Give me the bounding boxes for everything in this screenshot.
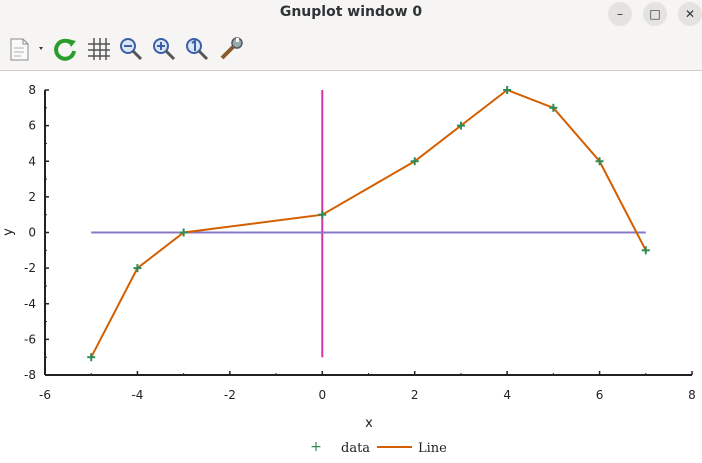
settings-button[interactable]	[218, 36, 244, 62]
copy-to-clipboard-icon	[10, 38, 43, 61]
dropdown-arrow-icon	[39, 47, 43, 50]
x-tick-label: 2	[411, 388, 419, 402]
x-tick-label: 6	[596, 388, 604, 402]
x-tick-label: 8	[688, 388, 696, 402]
data-point	[179, 228, 188, 237]
title-bar: Gnuplot window 0 – □ ✕	[0, 0, 702, 28]
legend-label-line: Line	[418, 441, 447, 456]
data-point	[133, 264, 142, 273]
zoom-previous-icon	[186, 38, 209, 61]
legend: + data Line	[310, 439, 447, 456]
minimize-button[interactable]: –	[608, 2, 632, 26]
data-point	[456, 121, 465, 130]
y-tick-label: 0	[28, 226, 36, 240]
y-tick-label: -6	[24, 332, 36, 346]
y-tick-label: -4	[24, 297, 36, 311]
zoom-previous-button[interactable]	[184, 36, 210, 62]
minimize-icon: –	[617, 7, 623, 21]
y-tick-label: -8	[24, 368, 36, 382]
legend-item-line: Line	[377, 441, 447, 456]
zoom-out-icon	[120, 38, 143, 61]
grid-button[interactable]	[86, 36, 112, 62]
settings-icon	[220, 37, 243, 60]
replot-icon	[54, 38, 76, 61]
y-tick-label: 6	[28, 119, 36, 133]
y-tick-label: 4	[28, 154, 36, 168]
copy-to-clipboard-button[interactable]	[6, 36, 46, 62]
y-tick-label: 8	[28, 83, 36, 97]
close-icon: ✕	[684, 7, 696, 21]
zoom-in-icon	[153, 38, 176, 61]
window-title: Gnuplot window 0	[279, 4, 423, 20]
series-line	[90, 88, 647, 358]
x-tick-label: -2	[224, 388, 236, 402]
x-tick-label: 4	[503, 388, 511, 402]
maximize-button[interactable]: □	[643, 2, 667, 26]
y-axis-label: y	[1, 228, 16, 236]
maximize-icon: □	[649, 7, 661, 21]
data-point	[595, 157, 604, 166]
data-point	[410, 157, 419, 166]
grid-icon	[88, 38, 110, 60]
legend-label-data: data	[341, 441, 370, 456]
data-point	[641, 246, 650, 255]
y-tick-label: -2	[24, 261, 36, 275]
x-tick-label: -4	[131, 388, 143, 402]
x-tick-label: 0	[318, 388, 326, 402]
replot-button[interactable]	[52, 36, 78, 62]
y-tick-label: 2	[28, 190, 36, 204]
legend-marker-data: +	[310, 439, 322, 455]
data-point	[549, 103, 558, 112]
x-axis-label: x	[365, 416, 373, 431]
zoom-in-button[interactable]	[151, 36, 177, 62]
legend-item-data: + data	[310, 439, 370, 456]
zoom-out-button[interactable]	[118, 36, 144, 62]
data-point	[87, 353, 96, 362]
close-button[interactable]: ✕	[678, 2, 702, 26]
toolbar	[0, 28, 702, 71]
x-tick-label: -6	[39, 388, 51, 402]
data-point	[503, 86, 512, 94]
data-point	[318, 210, 327, 219]
